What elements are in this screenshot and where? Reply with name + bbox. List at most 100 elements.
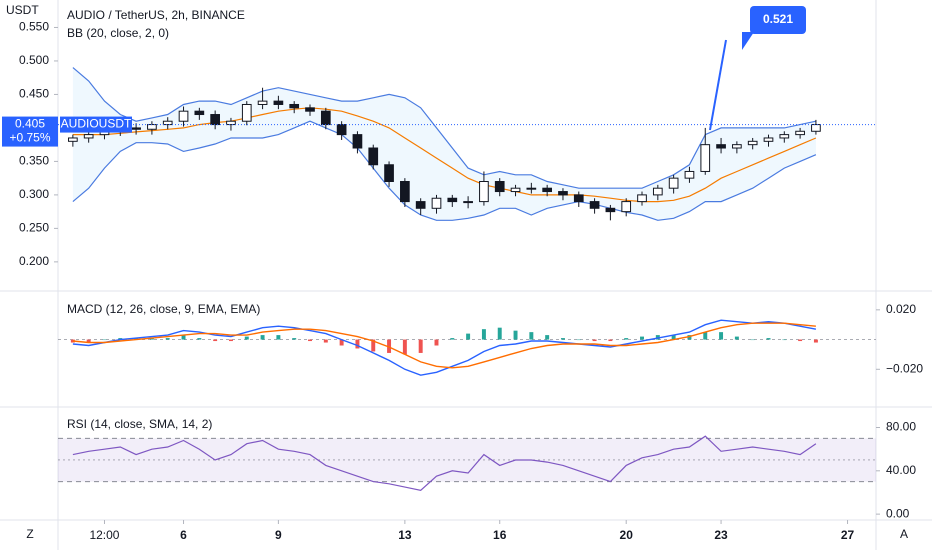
histogram-bar <box>719 332 724 340</box>
trend-line-drawing[interactable] <box>709 39 727 131</box>
y-tick-label: 40.00 <box>886 463 916 477</box>
candle-body <box>795 130 805 136</box>
candle-body <box>447 197 458 203</box>
macd-line <box>72 319 817 376</box>
histogram-bar <box>766 338 771 340</box>
histogram-bar <box>813 339 818 343</box>
candle-body <box>194 110 205 116</box>
signal-line <box>72 322 816 369</box>
candle-body <box>558 191 568 196</box>
histogram-bar <box>355 339 360 349</box>
histogram-bar <box>118 338 123 340</box>
candle-body <box>305 107 315 112</box>
candle-body <box>131 127 141 130</box>
candle-body <box>621 201 632 213</box>
histogram-bar <box>497 327 502 340</box>
histogram-bar <box>466 333 471 340</box>
callout-text: 0.521 <box>763 12 793 26</box>
candle-body <box>463 201 473 204</box>
candle-body <box>684 170 695 179</box>
candle-body <box>178 110 189 122</box>
histogram-bar <box>323 339 328 343</box>
candle-body <box>352 134 363 149</box>
candle-body <box>147 124 157 130</box>
last-price-label: 0.405 <box>15 117 45 131</box>
histogram-bar <box>418 339 423 353</box>
y-tick-label: 80.00 <box>886 420 916 434</box>
candle-body <box>700 144 711 172</box>
y-tick-label: 0.500 <box>19 53 49 67</box>
histogram-bar <box>165 338 170 340</box>
candle-body <box>257 100 268 105</box>
candle-body <box>652 187 663 196</box>
x-tick-label: 12:00 <box>89 528 119 542</box>
candle-body <box>273 100 284 105</box>
y-tick-label: 0.020 <box>886 302 916 316</box>
rsi-line <box>72 435 817 491</box>
candle-body <box>336 124 347 136</box>
candle-body <box>320 110 331 126</box>
histogram-bar <box>276 335 281 340</box>
symbol-label: AUDIOUSDT <box>61 117 132 131</box>
histogram-bar <box>750 339 755 341</box>
histogram-bar <box>371 339 376 352</box>
bb-fill <box>72 67 816 221</box>
candle-body <box>668 177 679 189</box>
bb-lower-line <box>72 120 817 221</box>
histogram-bar <box>308 339 312 342</box>
y-tick-label: 0.450 <box>19 87 49 101</box>
macd-title: MACD (12, 26, close, 9, EMA, EMA) <box>67 302 260 316</box>
histogram-bar <box>671 335 676 340</box>
y-tick-label: 0.200 <box>19 254 49 268</box>
candle-body <box>637 194 647 203</box>
candle-body <box>542 187 553 193</box>
candle-body <box>811 124 821 132</box>
bb-basis-line <box>72 107 817 203</box>
candle-body <box>716 144 726 149</box>
candle-body <box>526 187 537 190</box>
histogram-bar <box>70 339 75 343</box>
auto-scale-button[interactable]: A <box>900 527 908 541</box>
candle-body <box>400 181 410 203</box>
rsi-title: RSI (14, close, SMA, 14, 2) <box>67 417 212 431</box>
histogram-bar <box>134 338 139 340</box>
histogram-bar <box>624 338 629 340</box>
histogram-bar <box>260 335 265 340</box>
histogram-bar <box>703 332 708 340</box>
plot-layer: 0.200 0.250 0.300 0.350 0.450 0.500 0.550 0.405… <box>2 20 923 542</box>
x-tick-label: 20 <box>620 528 634 542</box>
histogram-bar <box>149 338 154 340</box>
x-tick-label: 16 <box>493 528 507 542</box>
histogram-bar <box>798 339 803 342</box>
candle-body <box>732 144 742 149</box>
candle-body <box>162 120 173 126</box>
histogram-bar <box>608 339 613 342</box>
candle-body <box>589 201 600 209</box>
y-tick-label: 0.550 <box>19 20 49 34</box>
histogram-bar <box>529 332 534 340</box>
candle-body <box>431 197 442 209</box>
candle-body <box>779 134 790 139</box>
candle-body <box>241 103 252 122</box>
histogram-bar <box>102 339 107 341</box>
x-tick-label: 9 <box>275 528 282 542</box>
histogram-bar <box>197 338 202 340</box>
histogram-bar <box>213 339 218 342</box>
x-tick-label: 6 <box>180 528 187 542</box>
candle-body <box>368 147 379 166</box>
bb-upper-line <box>72 67 817 189</box>
x-tick-label: 23 <box>714 528 728 542</box>
chart-title: AUDIO / TetherUS, 2h, BINANCE <box>67 8 245 22</box>
candle-body <box>210 114 220 126</box>
indicator-title: BB (20, close, 2, 0) <box>67 26 169 40</box>
histogram-bar <box>655 335 660 340</box>
histogram-bar <box>339 339 344 346</box>
candle-body <box>479 181 489 203</box>
zoom-button[interactable]: Z <box>26 527 33 541</box>
callout-box[interactable] <box>750 6 806 34</box>
candle-body <box>494 181 505 193</box>
histogram-bar <box>687 335 692 340</box>
